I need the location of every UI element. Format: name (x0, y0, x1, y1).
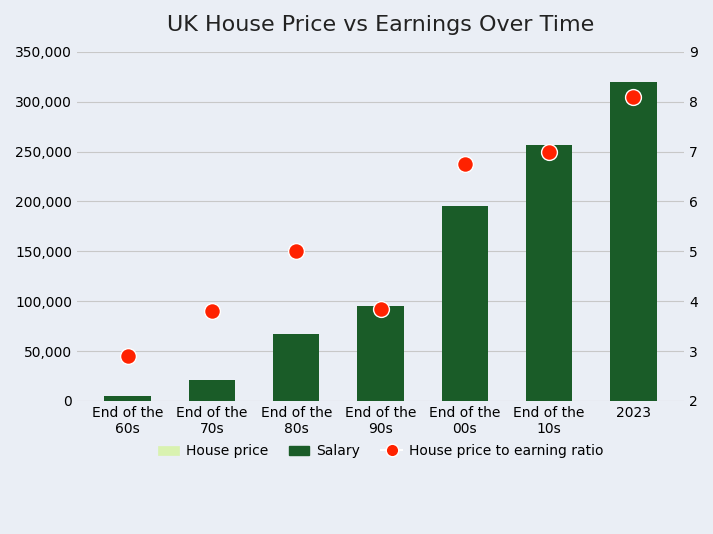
Bar (357, 321, 404, 401)
Bar (610, 112, 657, 401)
Bar (105, 396, 151, 401)
House price to earning ratio (627, 92, 639, 101)
Legend: House price, Salary, House price to earning ratio: House price, Salary, House price to earn… (152, 439, 609, 464)
Bar (526, 145, 573, 401)
Title: UK House Price vs Earnings Over Time: UK House Price vs Earnings Over Time (167, 15, 594, 35)
Bar (441, 231, 488, 401)
Bar (105, 397, 151, 401)
House price to earning ratio (375, 304, 386, 313)
House price to earning ratio (122, 352, 133, 360)
Bar (610, 82, 657, 401)
House price to earning ratio (459, 160, 471, 168)
Bar (441, 207, 488, 401)
House price to earning ratio (543, 147, 555, 156)
Bar (526, 167, 573, 401)
Bar (189, 382, 235, 401)
Bar (273, 334, 319, 401)
Bar (189, 380, 235, 401)
Bar (273, 346, 319, 401)
House price to earning ratio (206, 307, 217, 316)
House price to earning ratio (291, 247, 302, 256)
Bar (357, 306, 404, 401)
